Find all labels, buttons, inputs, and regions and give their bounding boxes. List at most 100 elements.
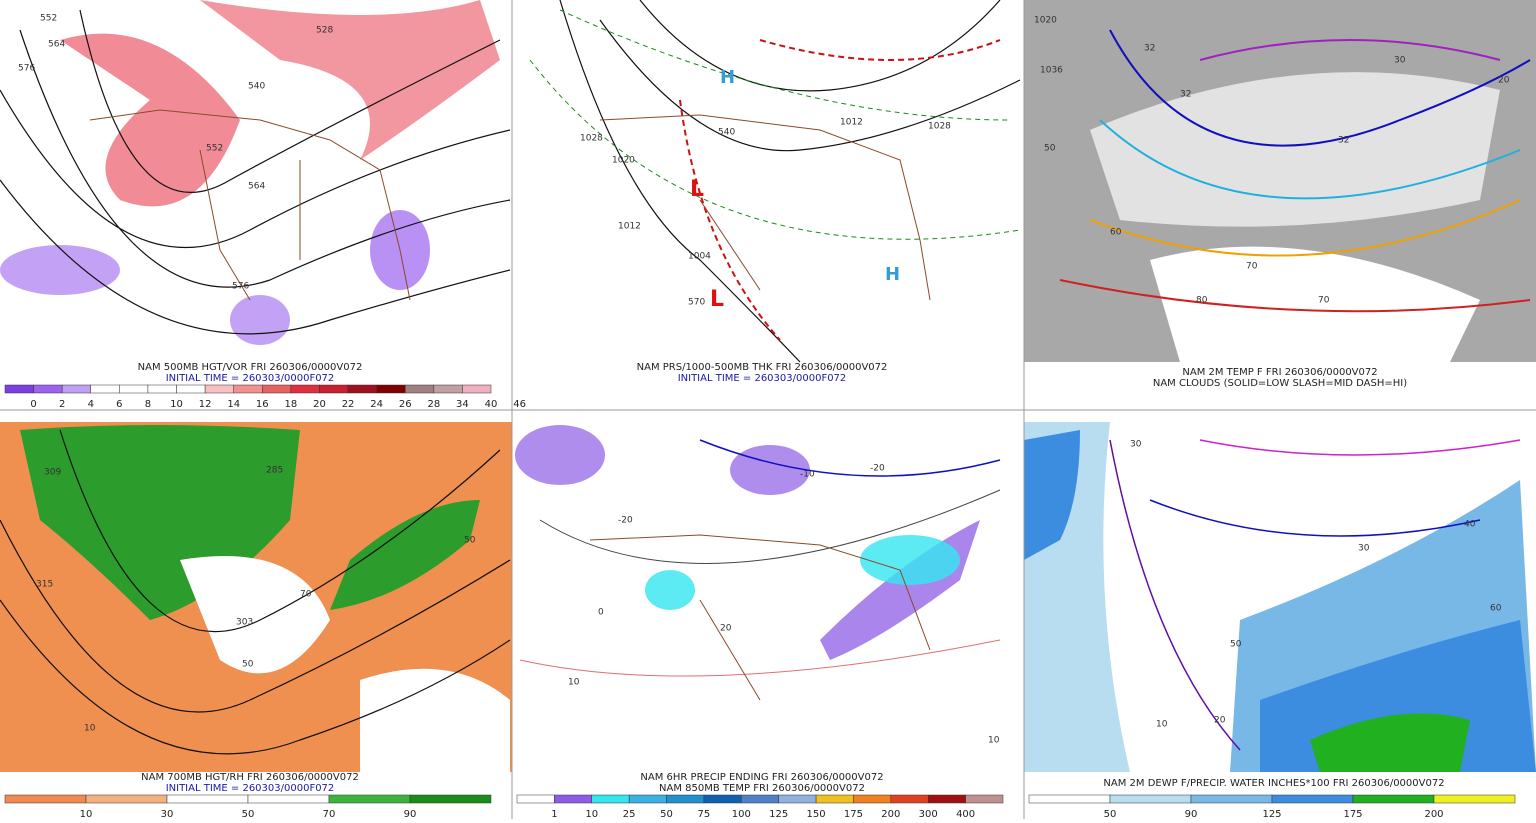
colorbar-swatch: [247, 794, 330, 804]
colorbar-label: 8: [145, 399, 151, 410]
colorbar-swatch: [703, 794, 742, 804]
colorbar-swatch: [204, 384, 234, 394]
contour-label: 10: [568, 678, 580, 688]
contour-label: 10: [1156, 720, 1168, 730]
colorbar-label: 75: [698, 809, 711, 819]
colorbar-label: 90: [404, 809, 417, 819]
colorbar-label: 46: [513, 399, 526, 410]
colorbar-label: 90: [1185, 809, 1198, 819]
contour: [559, 0, 801, 363]
panel-2m-temp: [1024, 0, 1536, 362]
colorbar-swatch: [890, 794, 929, 804]
pw-area: [1310, 713, 1470, 772]
contour-label: 1028: [928, 122, 951, 132]
colorbar-swatch: [319, 384, 349, 394]
colorbar-swatch: [4, 794, 87, 804]
contour-label: 50: [464, 536, 476, 546]
contour: [19, 29, 511, 288]
contour-label: 70: [300, 590, 312, 600]
isotherm: [539, 489, 1001, 564]
contour-label: 20: [1498, 76, 1510, 86]
contour: [0, 89, 511, 249]
high-symbol: H: [720, 67, 735, 88]
low-symbol: L: [710, 287, 724, 312]
colorbar-swatch: [927, 794, 966, 804]
contour-label: 1012: [618, 222, 641, 232]
contour: [599, 19, 1021, 152]
caption-line: NAM 700MB HGT/RH FRI 260306/0000V072: [141, 772, 359, 783]
colorbar-swatch: [815, 794, 854, 804]
isodrosotherm: [1199, 439, 1521, 456]
colorbar-label: 10: [170, 399, 183, 410]
contour-label: 552: [206, 144, 223, 154]
colorbar-label: 14: [227, 399, 240, 410]
caption-line: INITIAL TIME = 260303/0000F072: [166, 373, 335, 384]
colorbar-swatch: [1352, 794, 1435, 804]
colorbar-label: 100: [732, 809, 751, 819]
vorticity-area: [60, 33, 240, 207]
colorbar-label: 400: [956, 809, 975, 819]
contour-label: 1004: [688, 252, 711, 262]
colorbar-label: 200: [881, 809, 900, 819]
caption-line: INITIAL TIME = 260303/0000F072: [678, 373, 847, 384]
contour-label: 309: [44, 468, 61, 478]
contour-label: 32: [1144, 44, 1155, 54]
colorbar-label: 30: [161, 809, 174, 819]
caption-line: NAM PRS/1000-500MB THK FRI 260306/0000V0…: [637, 362, 888, 373]
isodrosotherm: [1109, 439, 1241, 751]
colorbar-label: 150: [807, 809, 826, 819]
contour-label: 32: [1338, 136, 1349, 146]
colorbar-swatch: [1109, 794, 1192, 804]
map-area: [512, 0, 1024, 362]
humid-area: [330, 500, 480, 610]
colorbar-swatch: [166, 794, 249, 804]
contour-label: 303: [236, 618, 253, 628]
colorbar-label: 125: [1262, 809, 1281, 819]
colorbar-swatch: [778, 794, 817, 804]
colorbar-label: 10: [585, 809, 598, 819]
panel-thickness: L L H H: [512, 0, 1024, 363]
vorticity-area: [200, 0, 500, 160]
thickness-540: [679, 39, 1001, 341]
colorbar-swatch: [176, 384, 206, 394]
borders: [599, 114, 931, 301]
colorbar-swatch: [61, 384, 92, 394]
contour-label: 285: [266, 466, 283, 476]
borders: [589, 534, 931, 701]
colorbar-swatch: [628, 794, 667, 804]
contour-label: 40: [1464, 520, 1476, 530]
contour-label: 80: [1196, 296, 1208, 306]
contour-label: -10: [800, 470, 815, 480]
contour: [0, 179, 511, 335]
contour-label: 315: [36, 580, 53, 590]
colorbar-swatch: [1433, 794, 1516, 804]
colorbar-swatch: [147, 384, 177, 394]
contour-label: 30: [1394, 56, 1406, 66]
colorbar-swatch: [376, 384, 406, 394]
caption-line: NAM 850MB TEMP FRI 260306/0000V072: [659, 783, 865, 794]
colorbar-label: 0: [30, 399, 36, 410]
contour-label: 30: [1358, 544, 1370, 554]
contour-label: 1028: [580, 134, 603, 144]
precip-area: [860, 535, 960, 585]
colorbar-label: 300: [919, 809, 938, 819]
colorbar-label: 125: [769, 809, 788, 819]
contour-label: 0: [598, 608, 604, 618]
contour: [639, 0, 1001, 92]
isodrosotherm: [1149, 499, 1481, 537]
colorbar-label: 10: [80, 809, 93, 819]
colorbar-swatch: [33, 384, 63, 394]
colorbar-swatch: [554, 794, 593, 804]
high-symbol: H: [885, 264, 900, 285]
contour-label: 528: [316, 26, 333, 36]
colorbar-label: 50: [660, 809, 673, 819]
contour-label: 70: [1318, 296, 1330, 306]
colorbar-label: 175: [844, 809, 863, 819]
contour-label: 20: [720, 624, 732, 634]
contour-label: 10: [988, 736, 1000, 746]
colorbar-swatch: [1190, 794, 1273, 804]
colorbar-swatch: [1271, 794, 1354, 804]
colorbar-swatch: [516, 794, 555, 804]
colorbar-label: 28: [427, 399, 440, 410]
isotherm: [699, 439, 1001, 477]
